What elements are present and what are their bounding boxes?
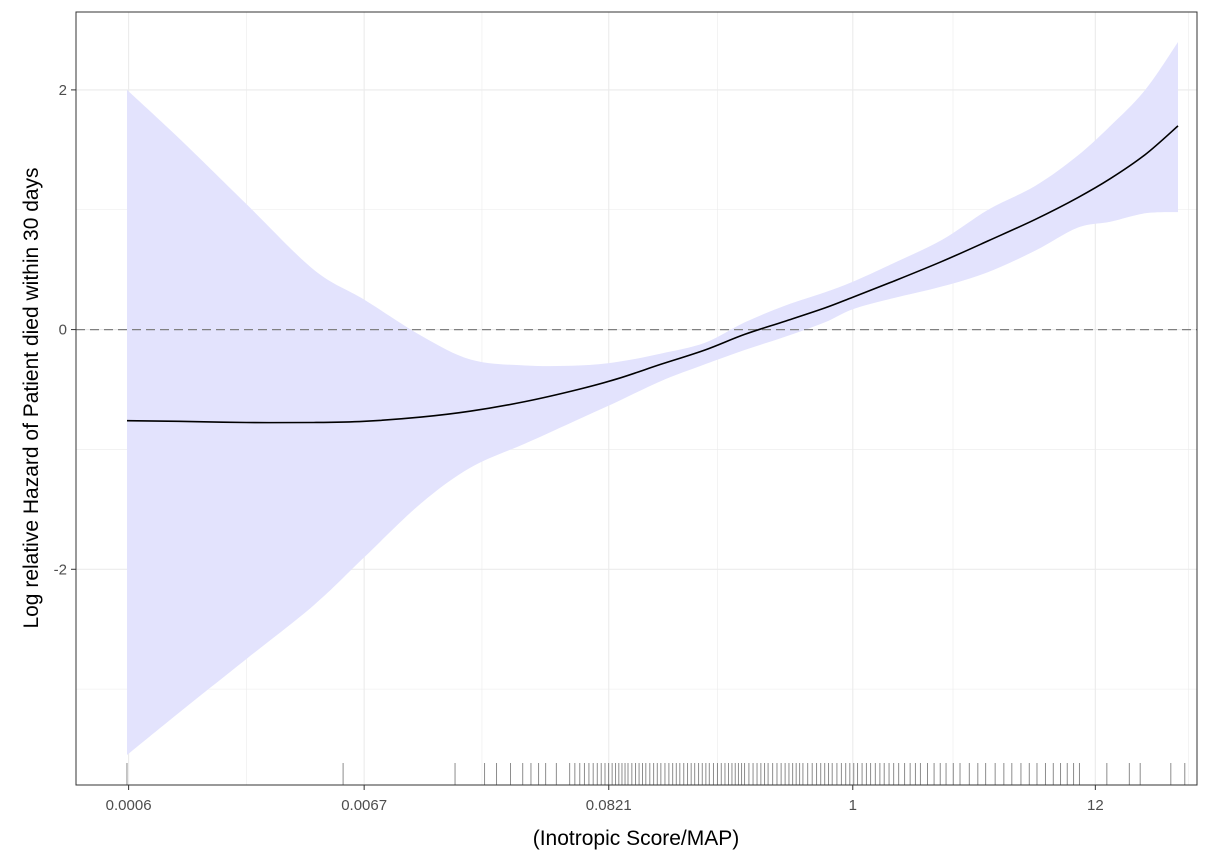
x-tick-label: 0.0006 xyxy=(106,797,152,814)
x-tick-label: 0.0821 xyxy=(586,797,632,814)
hazard-curve xyxy=(126,125,1179,424)
y-tick-label: -2 xyxy=(54,561,67,578)
y-tick-label: 2 xyxy=(59,82,67,99)
y-axis-title: Log relative Hazard of Patient died with… xyxy=(20,167,43,628)
confidence-band xyxy=(127,42,1178,755)
x-axis-title: (Inotropic Score/MAP) xyxy=(533,827,740,850)
x-axis: 0.0006 0.0067 0.0821 1 12 xyxy=(106,785,1104,814)
y-tick-label: 0 xyxy=(59,322,67,339)
x-tick-label: 0.0067 xyxy=(341,797,387,814)
x-tick-label: 1 xyxy=(849,797,857,814)
y-axis: -2 0 2 xyxy=(54,82,76,578)
rug-marks xyxy=(126,763,1186,785)
panel-border xyxy=(75,11,1198,786)
x-tick-label: 12 xyxy=(1087,797,1104,814)
